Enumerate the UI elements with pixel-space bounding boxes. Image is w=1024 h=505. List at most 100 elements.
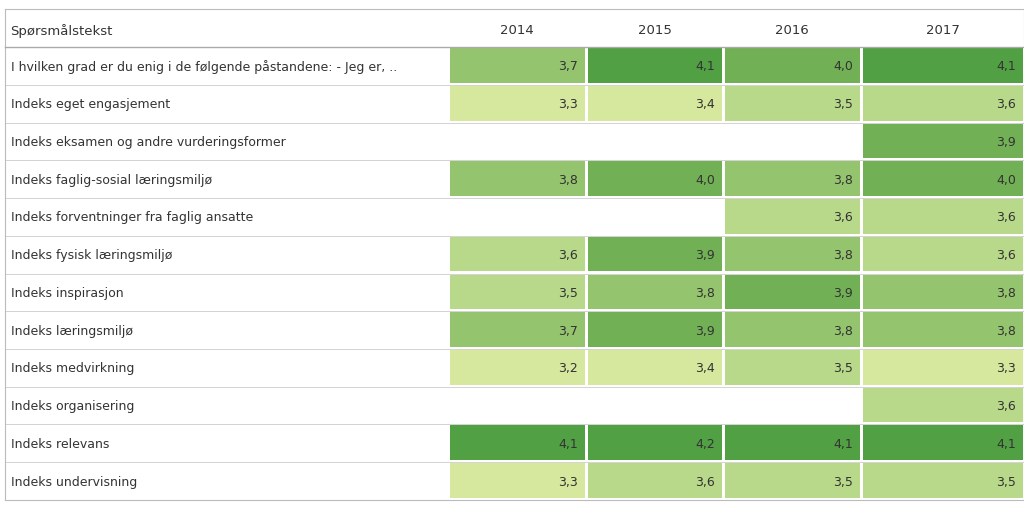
Bar: [588, 162, 722, 196]
Bar: [588, 87, 722, 121]
Text: Indeks medvirkning: Indeks medvirkning: [11, 362, 134, 375]
Text: 2017: 2017: [926, 24, 959, 37]
Bar: [863, 162, 1023, 196]
Text: 3,8: 3,8: [996, 286, 1016, 299]
Text: 3,3: 3,3: [558, 98, 578, 111]
Text: 3,7: 3,7: [558, 324, 578, 337]
Bar: [451, 199, 585, 234]
Bar: [451, 275, 585, 310]
Text: Indeks forventninger fra faglig ansatte: Indeks forventninger fra faglig ansatte: [11, 211, 254, 224]
Text: 4,0: 4,0: [695, 173, 715, 186]
Bar: [5, 425, 449, 462]
Bar: [725, 463, 860, 498]
Text: Indeks undervisning: Indeks undervisning: [11, 475, 137, 488]
Bar: [5, 349, 449, 387]
Text: Indeks organisering: Indeks organisering: [11, 399, 134, 412]
Text: Indeks eget engasjement: Indeks eget engasjement: [11, 98, 170, 111]
Bar: [725, 162, 860, 196]
Bar: [725, 313, 860, 347]
Bar: [588, 350, 722, 385]
Bar: [588, 275, 722, 310]
Bar: [451, 388, 585, 423]
Text: 4,1: 4,1: [695, 60, 715, 73]
Bar: [5, 236, 449, 274]
Text: 3,5: 3,5: [833, 362, 853, 375]
Text: 3,7: 3,7: [558, 60, 578, 73]
Text: 3,5: 3,5: [833, 475, 853, 488]
Bar: [5, 48, 449, 86]
Bar: [863, 313, 1023, 347]
Bar: [863, 388, 1023, 423]
Bar: [451, 350, 585, 385]
Text: 3,8: 3,8: [558, 173, 578, 186]
Bar: [725, 49, 860, 84]
Bar: [451, 49, 585, 84]
Bar: [451, 87, 585, 121]
Bar: [725, 124, 860, 159]
Text: Indeks faglig-sosial læringsmiljø: Indeks faglig-sosial læringsmiljø: [11, 173, 212, 186]
Bar: [725, 350, 860, 385]
Bar: [725, 275, 860, 310]
Text: 3,5: 3,5: [833, 98, 853, 111]
Bar: [725, 199, 860, 234]
Text: 3,9: 3,9: [996, 136, 1016, 148]
Text: Indeks eksamen og andre vurderingsformer: Indeks eksamen og andre vurderingsformer: [11, 136, 286, 148]
Text: Indeks inspirasjon: Indeks inspirasjon: [11, 286, 124, 299]
Bar: [451, 313, 585, 347]
Text: Indeks fysisk læringsmiljø: Indeks fysisk læringsmiljø: [11, 248, 173, 262]
Text: 3,6: 3,6: [996, 248, 1016, 262]
Text: Indeks læringsmiljø: Indeks læringsmiljø: [11, 324, 133, 337]
Bar: [588, 426, 722, 460]
Text: 4,0: 4,0: [996, 173, 1016, 186]
Text: 2015: 2015: [638, 24, 672, 37]
Bar: [863, 426, 1023, 460]
Text: 3,8: 3,8: [695, 286, 715, 299]
Bar: [588, 199, 722, 234]
Text: 3,3: 3,3: [558, 475, 578, 488]
Bar: [588, 388, 722, 423]
Text: 3,9: 3,9: [834, 286, 853, 299]
Bar: [588, 124, 722, 159]
Bar: [863, 49, 1023, 84]
Text: 3,5: 3,5: [558, 286, 578, 299]
Text: 3,4: 3,4: [695, 362, 715, 375]
Text: 3,8: 3,8: [833, 324, 853, 337]
Text: 3,6: 3,6: [996, 211, 1016, 224]
Bar: [588, 49, 722, 84]
Text: 3,2: 3,2: [558, 362, 578, 375]
Bar: [5, 123, 449, 161]
Text: 3,9: 3,9: [695, 324, 715, 337]
Text: Indeks relevans: Indeks relevans: [11, 437, 110, 450]
Text: 3,4: 3,4: [695, 98, 715, 111]
Bar: [725, 388, 860, 423]
Text: 4,2: 4,2: [695, 437, 715, 450]
Bar: [5, 86, 449, 123]
Bar: [588, 463, 722, 498]
Bar: [5, 387, 449, 425]
Bar: [863, 275, 1023, 310]
Text: 3,8: 3,8: [833, 248, 853, 262]
Bar: [5, 312, 449, 349]
Text: 3,5: 3,5: [996, 475, 1016, 488]
Text: 3,9: 3,9: [695, 248, 715, 262]
Bar: [863, 350, 1023, 385]
Bar: [863, 199, 1023, 234]
Text: 4,1: 4,1: [834, 437, 853, 450]
Bar: [725, 237, 860, 272]
Text: Spørsmålstekst: Spørsmålstekst: [10, 24, 113, 38]
Text: 4,1: 4,1: [996, 437, 1016, 450]
Text: 3,6: 3,6: [834, 211, 853, 224]
Text: 2014: 2014: [501, 24, 534, 37]
Bar: [588, 237, 722, 272]
Text: 3,3: 3,3: [996, 362, 1016, 375]
Bar: [863, 237, 1023, 272]
Bar: [863, 124, 1023, 159]
Text: 4,0: 4,0: [833, 60, 853, 73]
Bar: [451, 237, 585, 272]
Bar: [5, 161, 449, 198]
Text: 3,6: 3,6: [558, 248, 578, 262]
Text: 3,6: 3,6: [996, 399, 1016, 412]
Text: 3,6: 3,6: [695, 475, 715, 488]
Bar: [725, 426, 860, 460]
Bar: [451, 463, 585, 498]
